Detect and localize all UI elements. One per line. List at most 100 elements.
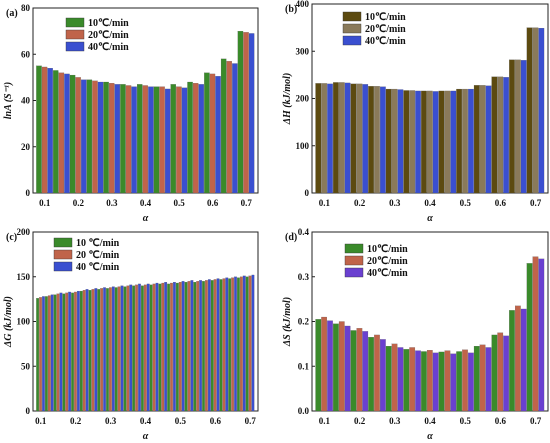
x-axis-label: α — [427, 213, 433, 224]
bar — [239, 276, 243, 412]
bar — [126, 285, 130, 412]
bar — [181, 87, 188, 194]
legend-swatch — [53, 249, 73, 260]
legend-label: 20℃/min — [365, 24, 406, 35]
y-tick-label: 60 — [21, 49, 31, 59]
bar — [368, 337, 374, 412]
bar — [117, 286, 121, 412]
y-tick-label: 150 — [17, 272, 31, 282]
y-tick-label: 400 — [296, 0, 310, 9]
y-tick-label: 200 — [296, 94, 310, 104]
bar — [77, 290, 80, 412]
bar — [450, 353, 457, 412]
bar — [213, 279, 217, 412]
bar — [138, 283, 141, 412]
bar — [36, 65, 42, 194]
bar — [216, 278, 220, 412]
bar — [159, 86, 165, 194]
legend-label: 20℃/min — [367, 256, 408, 267]
bar — [164, 88, 171, 194]
x-tick-label: 0.3 — [389, 198, 401, 208]
bar — [120, 84, 126, 194]
legend-swatch — [65, 41, 85, 52]
bar — [462, 349, 468, 412]
y-tick-label: 80 — [21, 3, 31, 13]
bar — [344, 82, 351, 194]
bar — [148, 86, 154, 194]
bar — [421, 351, 427, 412]
legend-label: 20℃/min — [88, 30, 129, 41]
bar — [397, 347, 404, 412]
bar — [380, 339, 386, 412]
bar — [526, 263, 533, 412]
x-axis-label: α — [143, 213, 149, 224]
bar — [333, 82, 339, 194]
bar — [152, 283, 156, 412]
bar — [142, 85, 148, 194]
bar — [222, 278, 226, 412]
y-tick-label: 0 — [26, 406, 31, 416]
bar — [135, 284, 138, 412]
legend-swatch — [344, 255, 364, 266]
bar — [187, 81, 193, 194]
bar — [245, 276, 249, 412]
bar — [192, 83, 199, 194]
legend-label: 10℃/min — [367, 244, 408, 255]
x-tick-label: 0.2 — [73, 198, 85, 208]
bar — [426, 90, 433, 194]
bar — [91, 289, 95, 412]
bar — [237, 277, 240, 412]
x-tick-label: 0.1 — [39, 198, 51, 208]
y-tick-label: 100 — [17, 317, 31, 327]
bar — [74, 291, 77, 412]
chart-panel-d: 0.0 0.1 0.2 0.3 0.4 0.1 0.2 0.3 0.4 0.5 0.6 0.7 α ΔS … — [282, 227, 549, 442]
chart-panel-a: 0 20 40 60 80 0.1 0.2 0.3 0.4 0.5 0.6 0.7 α lnA (S⁻¹)… — [3, 3, 259, 224]
bar — [65, 292, 69, 412]
bar — [92, 80, 98, 194]
bar — [41, 66, 48, 194]
x-tick-label: 0.7 — [241, 198, 253, 208]
bar — [39, 297, 42, 412]
bar — [473, 85, 480, 194]
bar — [338, 82, 345, 194]
bar — [158, 283, 162, 412]
y-axis-label: ΔS (kJ/mol) — [282, 297, 293, 347]
bar — [350, 330, 357, 412]
bar — [173, 282, 176, 412]
bar — [132, 285, 136, 412]
bar — [47, 295, 51, 412]
bar — [62, 293, 66, 412]
bar — [368, 86, 374, 194]
bar — [397, 89, 404, 194]
y-tick-label: 0 — [305, 188, 310, 198]
x-tick-label: 0.4 — [140, 416, 152, 426]
y-axis-label: ΔH (kJ/mol) — [282, 73, 293, 126]
bar — [198, 84, 204, 194]
bar — [94, 288, 98, 412]
bar — [391, 88, 398, 194]
bar — [356, 328, 363, 412]
bar — [109, 287, 112, 412]
bar — [338, 321, 345, 412]
bar — [125, 85, 132, 194]
bar — [426, 350, 433, 412]
bar — [71, 292, 74, 412]
bar — [520, 308, 527, 412]
bar — [202, 281, 205, 412]
legend-label: 10℃/min — [365, 12, 406, 23]
bar — [503, 335, 509, 412]
bar — [491, 334, 498, 412]
bar — [479, 344, 486, 412]
bar — [131, 86, 137, 194]
bar — [50, 294, 54, 412]
bar — [321, 83, 327, 194]
bar — [432, 91, 439, 194]
bar — [97, 289, 101, 412]
bar — [81, 79, 87, 194]
bar — [68, 291, 71, 412]
legend-swatch — [53, 261, 73, 272]
bar — [170, 282, 173, 412]
bar — [79, 290, 83, 412]
legend-swatch — [65, 29, 85, 40]
